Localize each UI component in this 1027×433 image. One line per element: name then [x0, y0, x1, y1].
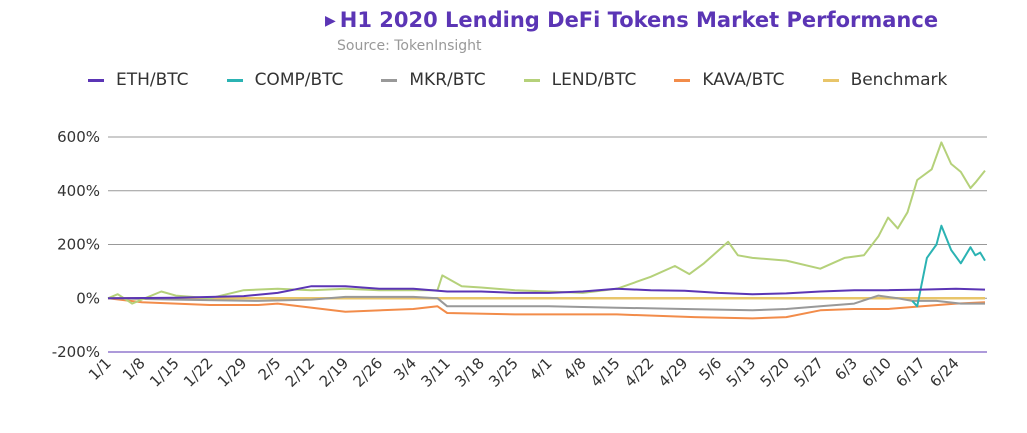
x-tick-label: 4/8	[560, 354, 590, 384]
x-tick-label: 5/20	[757, 354, 794, 391]
chart-title: ▶ H1 2020 Lending DeFi Tokens Market Perf…	[325, 8, 939, 32]
series-line-eth-btc	[107, 285, 986, 300]
legend-item: ETH/BTC	[88, 70, 189, 90]
legend-label: ETH/BTC	[116, 70, 189, 90]
legend-item: MKR/BTC	[381, 70, 486, 90]
series-line-kava-btc	[107, 297, 986, 320]
x-tick-label: 6/24	[926, 354, 963, 391]
x-tick-label: 6/17	[892, 354, 929, 391]
y-tick-label: 400%	[57, 182, 100, 200]
legend-label: LEND/BTC	[551, 70, 637, 90]
y-tick-label: 200%	[57, 236, 100, 254]
x-tick-label: 3/18	[451, 354, 488, 391]
x-tick-label: 4/22	[621, 354, 658, 391]
triangle-icon: ▶	[325, 13, 336, 29]
legend-swatch	[674, 78, 691, 82]
x-tick-label: 1/8	[119, 354, 149, 384]
x-tick-label: 4/15	[587, 354, 624, 391]
legend-swatch	[523, 78, 540, 82]
x-tick-label: 5/27	[791, 354, 828, 391]
x-tick-label: 3/11	[417, 354, 454, 391]
legend-label: Benchmark	[850, 70, 948, 90]
x-tick-label: 5/6	[696, 354, 726, 384]
x-tick-label: 4/1	[526, 354, 556, 384]
legend-item: COMP/BTC	[226, 70, 344, 90]
legend-label: COMP/BTC	[254, 70, 344, 90]
series-line-mkr-btc	[107, 294, 985, 312]
legend-swatch	[381, 78, 398, 82]
legend-label: KAVA/BTC	[702, 70, 785, 90]
y-tick-label: 600%	[57, 128, 100, 146]
x-tick-label: 1/22	[180, 354, 217, 391]
x-tick-label: 3/25	[485, 354, 522, 391]
legend-item: KAVA/BTC	[674, 70, 785, 90]
x-tick-label: 4/29	[655, 354, 692, 391]
series-line-comp-btc	[911, 224, 986, 308]
y-tick-label: 0%	[76, 289, 100, 307]
x-tick-label: 6/3	[831, 354, 861, 384]
legend-swatch	[226, 78, 243, 82]
x-tick-label: 6/10	[858, 354, 895, 391]
x-tick-label: 3/4	[390, 354, 420, 384]
y-tick-label: -200%	[52, 343, 100, 361]
legend-label: MKR/BTC	[409, 70, 486, 90]
chart-subtitle: Source: TokenInsight	[337, 38, 482, 54]
x-tick-label: 1/15	[146, 354, 183, 391]
x-tick-label: 2/5	[255, 354, 285, 384]
x-tick-label: 2/26	[350, 354, 387, 391]
legend-swatch	[822, 78, 839, 82]
x-tick-label: 2/12	[282, 354, 319, 391]
x-tick-label: 5/13	[723, 354, 760, 391]
x-tick-label: 1/29	[214, 354, 251, 391]
legend-item: LEND/BTC	[523, 70, 637, 90]
x-tick-label: 2/19	[316, 354, 353, 391]
legend-item: Benchmark	[822, 70, 948, 90]
series-line-lend-btc	[107, 141, 986, 305]
legend-swatch	[88, 78, 104, 82]
legend: ETH/BTC COMP/BTC MKR/BTC LEND/BTC KAVA/BTC Be…	[88, 70, 985, 90]
